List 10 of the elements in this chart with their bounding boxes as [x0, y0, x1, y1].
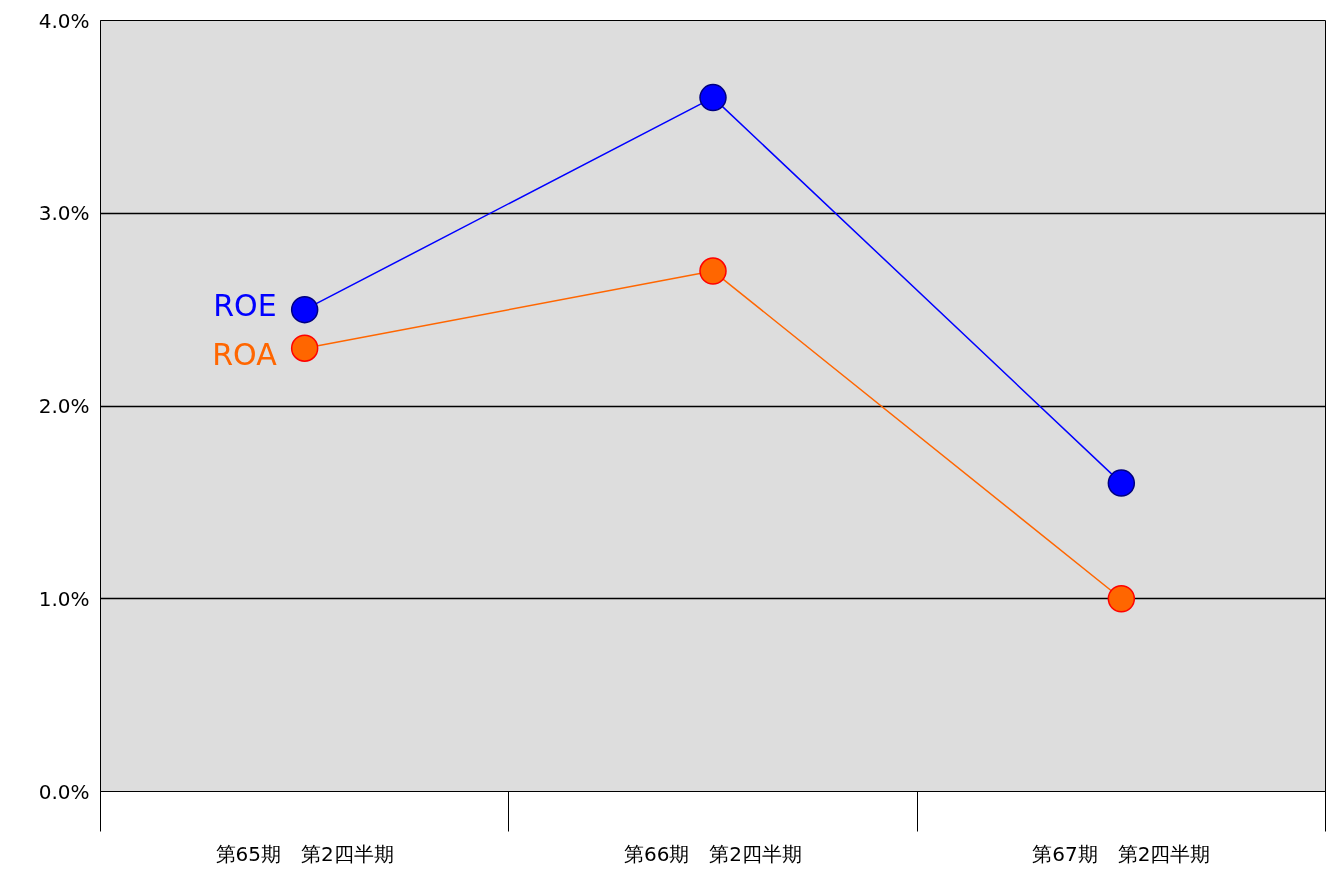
series-label: ROE	[213, 288, 277, 324]
y-tick-label: 2.0%	[38, 394, 90, 418]
x-tick-label: 第65期 第2四半期	[215, 841, 394, 866]
x-tick-label: 第67期 第2四半期	[1032, 841, 1211, 866]
y-tick-label: 3.0%	[38, 201, 90, 226]
y-tick-label: 1.0%	[38, 586, 90, 611]
series-label: ROA	[212, 336, 278, 372]
x-tick-label: 第66期 第2四半期	[623, 841, 803, 866]
y-tick-label: 0.0%	[38, 779, 90, 804]
y-tick-label: 4.0%	[38, 8, 90, 33]
